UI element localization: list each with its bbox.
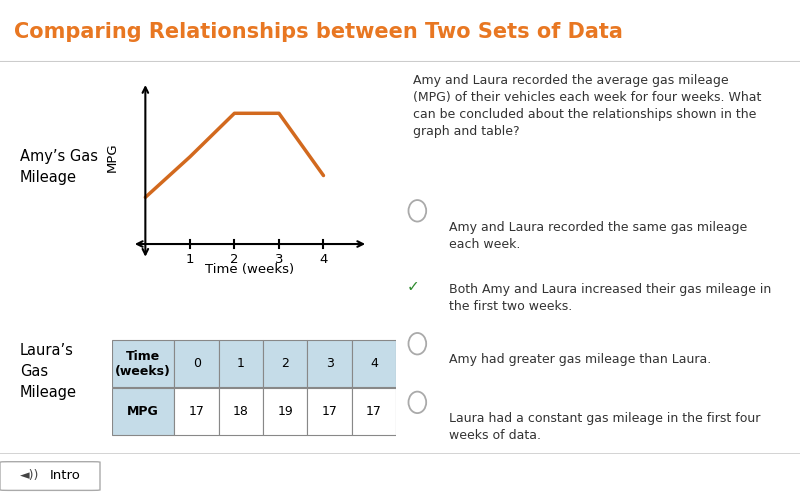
Text: 4: 4 <box>319 252 328 266</box>
Text: Amy and Laura recorded the average gas mileage
(MPG) of their vehicles each week: Amy and Laura recorded the average gas m… <box>414 74 762 138</box>
Text: 3: 3 <box>274 252 283 266</box>
Text: 0: 0 <box>193 357 201 370</box>
Text: Comparing Relationships between Two Sets of Data: Comparing Relationships between Two Sets… <box>14 22 623 42</box>
Bar <box>307 388 352 435</box>
Bar <box>112 340 174 387</box>
Text: 17: 17 <box>322 405 338 418</box>
Text: ◄)): ◄)) <box>20 469 39 482</box>
Text: Laura had a constant gas mileage in the first four
weeks of data.: Laura had a constant gas mileage in the … <box>449 412 760 442</box>
Bar <box>218 388 263 435</box>
Text: Amy’s Gas
Mileage: Amy’s Gas Mileage <box>20 149 98 185</box>
Bar <box>352 388 396 435</box>
Text: 4: 4 <box>370 357 378 370</box>
Text: 17: 17 <box>366 405 382 418</box>
Bar <box>263 388 307 435</box>
Text: 2: 2 <box>230 252 238 266</box>
FancyBboxPatch shape <box>0 462 100 491</box>
Text: ✓: ✓ <box>407 279 420 294</box>
Text: Laura’s
Gas
Mileage: Laura’s Gas Mileage <box>20 343 77 399</box>
Text: Intro: Intro <box>50 469 81 482</box>
Bar <box>112 388 174 435</box>
Text: 2: 2 <box>282 357 289 370</box>
Text: 1: 1 <box>186 252 194 266</box>
Text: MPG: MPG <box>127 405 159 418</box>
Text: Amy had greater gas mileage than Laura.: Amy had greater gas mileage than Laura. <box>449 354 711 367</box>
Text: 19: 19 <box>278 405 293 418</box>
Bar <box>352 340 396 387</box>
Text: Time (weeks): Time (weeks) <box>206 263 294 276</box>
Bar <box>263 340 307 387</box>
Text: 1: 1 <box>237 357 245 370</box>
Text: Time
(weeks): Time (weeks) <box>115 350 171 377</box>
Bar <box>174 340 218 387</box>
Text: 3: 3 <box>326 357 334 370</box>
Text: 17: 17 <box>189 405 205 418</box>
Bar <box>218 340 263 387</box>
Text: Both Amy and Laura increased their gas mileage in
the first two weeks.: Both Amy and Laura increased their gas m… <box>449 283 771 313</box>
Text: MPG: MPG <box>106 142 118 172</box>
Bar <box>174 388 218 435</box>
Bar <box>307 340 352 387</box>
Text: Amy and Laura recorded the same gas mileage
each week.: Amy and Laura recorded the same gas mile… <box>449 221 747 250</box>
Text: 18: 18 <box>233 405 249 418</box>
